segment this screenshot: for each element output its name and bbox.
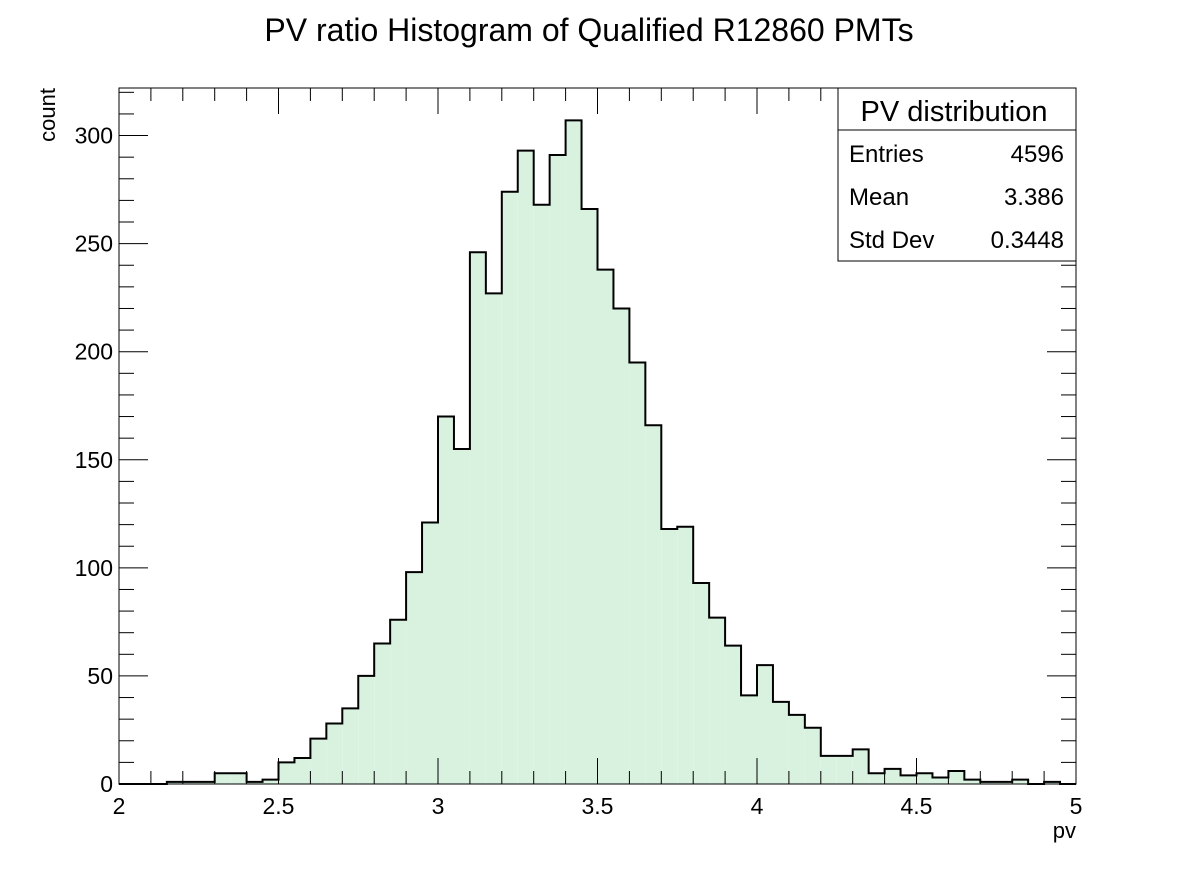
histogram-bin-25 <box>517 150 534 784</box>
histogram-bin-7 <box>230 773 247 784</box>
histogram-bin-55 <box>996 781 1013 784</box>
histogram-bin-46 <box>852 749 869 784</box>
histogram-bin-34 <box>661 528 678 784</box>
stats-box-title: PV distribution <box>861 96 1048 128</box>
y-tick-label: 300 <box>75 123 113 149</box>
histogram-bin-27 <box>549 155 566 784</box>
y-tick-label: 50 <box>87 663 113 689</box>
x-tick-label: 4 <box>751 793 764 819</box>
histogram-bin-42 <box>788 714 805 784</box>
histogram-bin-58 <box>1044 781 1061 784</box>
histogram-bin-18 <box>406 572 423 784</box>
histogram-bin-38 <box>725 645 742 784</box>
histogram-bin-32 <box>629 362 646 784</box>
histogram-bin-48 <box>884 768 901 784</box>
stats-entries-label: Entries <box>849 141 924 168</box>
stats-mean-label: Mean <box>849 184 909 211</box>
stats-entries-value: 4596 <box>1011 141 1064 168</box>
histogram-bin-30 <box>597 269 614 785</box>
y-axis-tick-labels: 0 50 100 150 200 250 300 <box>75 123 113 797</box>
histogram-bin-54 <box>980 781 997 784</box>
histogram-bin-52 <box>948 771 965 784</box>
y-axis-label: count <box>35 88 60 142</box>
histogram-bin-28 <box>565 120 582 784</box>
stats-stddev-value: 0.3448 <box>991 227 1064 254</box>
histogram-bin-49 <box>900 775 917 784</box>
histogram-bin-21 <box>453 448 470 784</box>
histogram-bin-43 <box>804 727 821 784</box>
x-tick-label: 2.5 <box>263 793 295 819</box>
histogram-bin-36 <box>693 582 710 784</box>
histogram-bin-37 <box>709 617 726 784</box>
y-tick-label: 250 <box>75 231 113 257</box>
histogram-bin-4 <box>182 781 199 784</box>
histogram-bin-23 <box>485 293 502 784</box>
histogram-bin-39 <box>741 695 757 784</box>
y-tick-label: 150 <box>75 447 113 473</box>
x-tick-label: 2 <box>113 793 126 819</box>
x-axis-label: pv <box>1053 818 1076 843</box>
histogram-bin-33 <box>645 425 662 784</box>
histogram-bin-16 <box>374 643 391 784</box>
histogram-bin-56 <box>1012 779 1029 784</box>
histogram-bin-19 <box>422 522 438 784</box>
histogram-bin-44 <box>820 755 837 784</box>
histogram-bin-15 <box>358 675 375 784</box>
histogram-bars <box>166 120 1061 785</box>
stats-box: PV distribution Entries 4596 Mean 3.386 … <box>837 87 1077 262</box>
y-tick-label: 0 <box>100 771 113 797</box>
histogram-bin-40 <box>757 665 773 784</box>
histogram-bin-53 <box>964 779 981 784</box>
x-tick-label: 4.5 <box>901 793 933 819</box>
y-tick-label: 100 <box>75 555 113 581</box>
histogram-bin-41 <box>772 701 789 784</box>
histogram-bin-3 <box>166 781 183 784</box>
histogram-bin-13 <box>326 723 343 784</box>
histogram-bin-14 <box>342 708 359 784</box>
histogram-bin-51 <box>932 777 949 784</box>
histogram-bin-12 <box>310 738 327 784</box>
x-tick-label: 5 <box>1070 793 1083 819</box>
histogram-bin-6 <box>214 773 231 784</box>
histogram-bin-24 <box>501 191 518 784</box>
histogram-bin-5 <box>198 781 215 784</box>
histogram-bin-10 <box>278 762 295 784</box>
histogram-bin-9 <box>262 779 279 784</box>
histogram-bin-29 <box>581 209 598 785</box>
histogram-bin-47 <box>868 773 885 784</box>
chart-title: PV ratio Histogram of Qualified R12860 P… <box>264 12 913 48</box>
x-axis-tick-labels: 2 2.5 3 3.5 4 4.5 5 <box>113 793 1083 819</box>
histogram-bin-20 <box>438 416 454 784</box>
histogram-bin-11 <box>294 758 311 784</box>
histogram-bin-8 <box>246 781 263 784</box>
stats-mean-value: 3.386 <box>1004 184 1064 211</box>
histogram-bin-35 <box>677 526 694 784</box>
histogram-bin-22 <box>469 252 486 784</box>
y-tick-label: 200 <box>75 339 113 365</box>
histogram-bin-50 <box>916 773 933 784</box>
histogram-bin-17 <box>390 619 407 784</box>
histogram-bin-45 <box>836 755 853 784</box>
x-tick-label: 3 <box>432 793 445 819</box>
stats-stddev-label: Std Dev <box>849 227 934 254</box>
x-tick-label: 3.5 <box>582 793 614 819</box>
histogram-bin-31 <box>613 308 630 784</box>
histogram-bin-26 <box>533 204 550 785</box>
y-axis-ticks <box>119 91 1076 785</box>
